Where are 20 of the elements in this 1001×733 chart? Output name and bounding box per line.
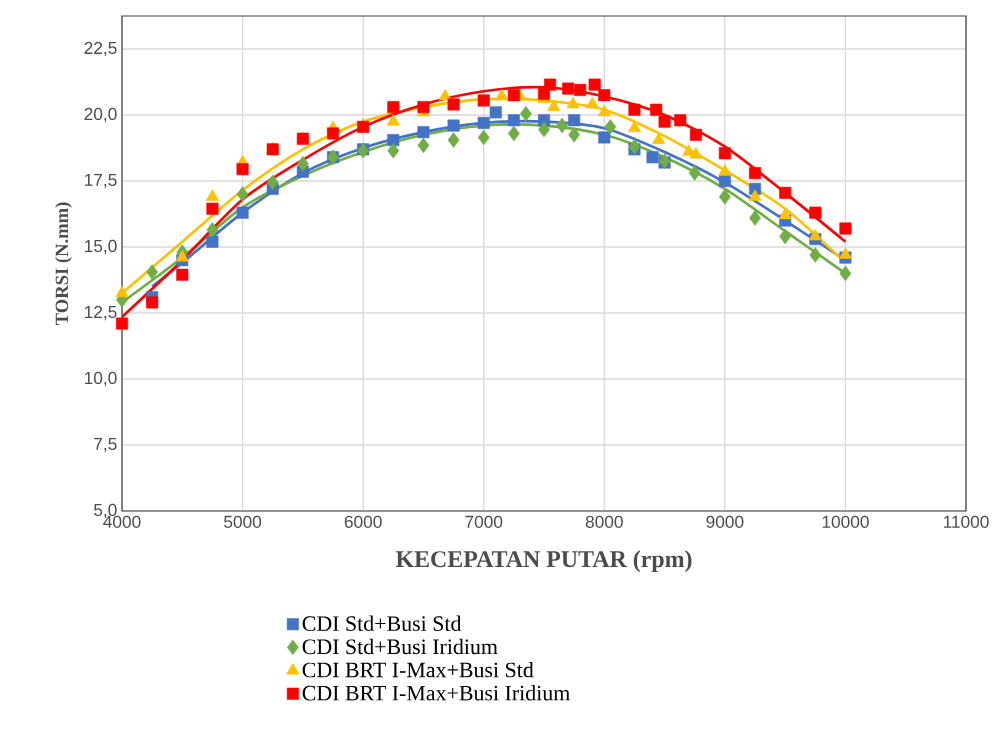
x-tick-label: 9000 bbox=[706, 515, 744, 528]
legend-label: CDI BRT I-Max+Busi Iridium bbox=[302, 685, 570, 701]
y-tick-label: 22,5 bbox=[84, 41, 117, 57]
y-tick-label: 7,5 bbox=[94, 437, 117, 453]
x-axis-title: KECEPATAN PUTAR (rpm) bbox=[395, 550, 692, 573]
y-tick-label: 10,0 bbox=[85, 371, 117, 387]
y-tick-label: 12,5 bbox=[85, 305, 117, 321]
x-tick-label: 7000 bbox=[465, 515, 503, 528]
legend-label: CDI BRT I-Max+Busi Std bbox=[302, 661, 534, 678]
x-tick-label: 11000 bbox=[943, 515, 989, 528]
x-tick-label: 10000 bbox=[822, 515, 869, 528]
y-axis-title: TORSI (N.mm) bbox=[55, 202, 72, 326]
legend-label: CDI Std+Busi Iridium bbox=[302, 638, 498, 655]
x-tick-label: 8000 bbox=[585, 515, 623, 528]
y-tick-label: 17,5 bbox=[85, 173, 117, 189]
x-tick-label: 5000 bbox=[224, 515, 262, 528]
y-tick-label: 20,0 bbox=[84, 107, 117, 123]
y-tick-label: 15,0 bbox=[85, 239, 117, 255]
legend-label: CDI Std+Busi Std bbox=[302, 615, 462, 631]
x-tick-label: 6000 bbox=[344, 515, 382, 528]
